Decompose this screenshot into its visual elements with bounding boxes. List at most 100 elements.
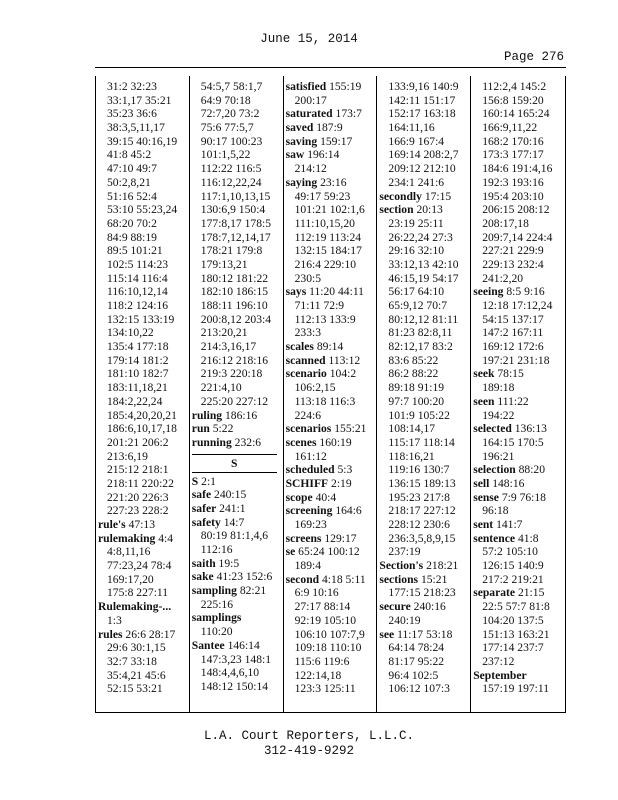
index-term: sell	[473, 476, 490, 490]
index-entry: scenario 104:2	[284, 367, 377, 381]
page-line-references: 214:3,16,17	[200, 340, 257, 354]
index-entry-continuation: 233:3	[284, 326, 377, 340]
page-line-references: 136:13	[514, 422, 547, 436]
index-entry-continuation: 178:21 179:8	[190, 244, 283, 258]
page-line-references: 88:20	[518, 463, 546, 477]
index-entry: selected 136:13	[471, 422, 565, 436]
index-entry-continuation: 82:12,17 83:2	[377, 340, 470, 354]
index-entry-continuation: 64:14 78:24	[377, 641, 470, 655]
page-line-references: 119:16 130:7	[388, 463, 450, 477]
page-line-references: 126:15 140:9	[482, 559, 544, 573]
index-entry-continuation: 195:23 217:8	[377, 491, 470, 505]
page-line-references: 72:7,20 73:2	[200, 107, 260, 121]
index-term: sent	[473, 518, 494, 531]
index-entry-continuation: 186:6,10,17,18	[96, 422, 189, 436]
index-entry: sense 7:9 76:18	[471, 491, 565, 505]
page-line-references: 225:16	[200, 597, 234, 611]
page-line-references: 192:3 193:16	[482, 175, 544, 189]
page-line-references: 41:8	[517, 531, 539, 545]
index-entry-continuation: 71:11 72:9	[284, 299, 377, 313]
page-line-references: 77:23,24 78:4	[107, 559, 172, 573]
page-line-references: 92:19 105:10	[294, 613, 357, 627]
index-entry-continuation: 122:14,18	[284, 669, 377, 683]
page-line-references: 33:12,13 42:10	[388, 257, 459, 271]
index-term: saying	[285, 175, 318, 189]
page-line-references: 164:15 170:5	[482, 435, 544, 449]
page-line-references: 156:8 159:20	[482, 93, 544, 107]
index-term: screening	[285, 504, 333, 518]
page-line-references: 147:3,23 148:1	[200, 652, 272, 666]
index-entry-continuation: 183:11,18,21	[96, 381, 189, 395]
page-line-references: 1:3	[107, 613, 122, 627]
index-entry-continuation: 64:9 70:18	[190, 94, 283, 108]
index-column-2: 54:5,7 58:1,7 64:9 70:18 72:7,20 73:2 75:6 …	[190, 76, 284, 712]
page-line-references: 175:8 227:11	[107, 586, 169, 600]
index-entry-continuation: 132:15 184:17	[284, 244, 377, 258]
index-entry-continuation: 219:3 220:18	[190, 367, 283, 381]
page-line-references: 216:4 229:10	[294, 257, 357, 271]
index-entry-continuation: 225:16	[190, 598, 283, 612]
transcript-date: June 15, 2014	[260, 32, 358, 46]
index-entry-continuation: 182:10 186:15	[190, 285, 283, 299]
page-line-references: 21:15	[517, 586, 545, 600]
index-entry-continuation: 33:12,13 42:10	[377, 258, 470, 272]
index-entry: scales 89:14	[284, 340, 377, 354]
index-entry-continuation: 157:19 197:11	[471, 682, 565, 696]
index-entry-continuation: 118:2 124:16	[96, 299, 189, 313]
index-term: scheduled	[285, 463, 335, 477]
index-entry-continuation: 213:6,19	[96, 450, 189, 464]
index-entry: scenes 160:19	[284, 436, 377, 450]
page-line-references: 177:15 218:23	[388, 586, 456, 600]
index-entry-continuation: 65:9,12 70:7	[377, 299, 470, 313]
index-entry-continuation: 135:4 177:18	[96, 340, 189, 354]
index-term: Santee	[191, 638, 225, 652]
index-entry-continuation: 134:10,22	[96, 326, 189, 340]
index-entry-continuation: 147:3,23 148:1	[190, 653, 283, 667]
index-term: section	[379, 203, 414, 217]
page-line-references: 213:20,21	[200, 326, 248, 340]
page-line-references: 41:8 45:2	[107, 148, 152, 162]
page-line-references: 160:14 165:24	[482, 107, 550, 121]
index-entry-continuation: 237:12	[471, 655, 565, 669]
page-line-references: 179:14 181:2	[107, 353, 169, 367]
index-entry-continuation: 80:19 81:1,4,6	[190, 529, 283, 543]
index-term: separate	[473, 586, 516, 600]
index-entry-continuation: 180:12 181:22	[190, 272, 283, 286]
page-line-references: 40:4	[315, 490, 337, 504]
index-entry-continuation: 109:18 110:10	[284, 641, 377, 655]
page-line-references: 173:7	[335, 107, 362, 121]
index-entry-continuation: 113:18 116:3	[284, 395, 377, 409]
index-entry: scanned 113:12	[284, 354, 377, 368]
page-line-references: 11:20 44:11	[309, 285, 364, 299]
index-entry-continuation: 169:17,20	[96, 573, 189, 587]
page-line-references: 109:18 110:10	[294, 641, 362, 655]
page-line-references: 183:11,18,21	[107, 381, 168, 395]
index-entry: scenarios 155:21	[284, 422, 377, 436]
page-line-references: 104:20 137:5	[482, 613, 544, 627]
index-term: rule's	[98, 518, 126, 531]
page-line-references: 29:6 30:1,15	[107, 641, 166, 655]
index-entry: screens 129:17	[284, 532, 377, 546]
page-line-references: 169:12 172:6	[482, 340, 544, 354]
index-term: rulemaking	[98, 531, 156, 545]
index-entry-continuation: 221:4,10	[190, 381, 283, 395]
page-line-references: 201:21 206:2	[107, 435, 169, 449]
page-line-references: 237:19	[388, 545, 421, 559]
index-entry-continuation: 227:21 229:9	[471, 244, 565, 258]
index-entry-continuation: 209:12 212:10	[377, 162, 470, 176]
page-line-references: 186:16	[224, 408, 258, 422]
page-line-references: 173:3 177:17	[482, 148, 544, 162]
index-entry-continuation: 54:15 137:17	[471, 313, 565, 327]
index-entry-continuation: 192:3 193:16	[471, 176, 565, 190]
index-entry-continuation: 169:14 208:2,7	[377, 148, 470, 162]
index-entry-continuation: 116:12,22,24	[190, 176, 283, 190]
page-line-references: 84:9 88:19	[107, 230, 157, 244]
page-line-references: 152:17 163:18	[388, 107, 456, 121]
page-line-references: 5:3	[337, 463, 353, 477]
page-line-references: 8:5 9:16	[506, 285, 545, 299]
index-entry-continuation: 142:11 151:17	[377, 94, 470, 108]
index-entry: safer 241:1	[190, 502, 283, 516]
page-line-references: 17:15	[424, 189, 452, 203]
section-letter-header: S	[191, 453, 277, 473]
index-entry-continuation: 84:9 88:19	[96, 231, 189, 245]
